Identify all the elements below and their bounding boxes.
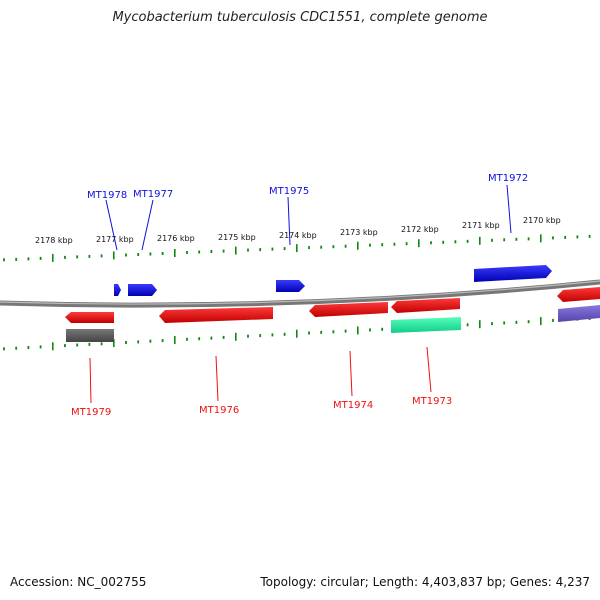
kbp-label: 2175 kbp xyxy=(218,233,256,242)
gene-label-mt1973[interactable]: MT1973 xyxy=(412,396,452,407)
leader-line-mt1978 xyxy=(105,199,118,251)
leader-line-mt1973 xyxy=(426,346,432,393)
forward-gene-mt1978[interactable] xyxy=(114,284,121,296)
reverse-gene-mt1974[interactable] xyxy=(309,302,388,317)
leader-line-mt1972 xyxy=(506,184,512,234)
forward-gene-mt1977[interactable] xyxy=(128,284,157,296)
leader-line-mt1977 xyxy=(141,199,154,251)
gene-label-mt1972[interactable]: MT1972 xyxy=(488,173,528,184)
feature-green xyxy=(391,317,461,333)
leader-line-mt1974 xyxy=(349,350,353,397)
forward-gene-mt1972[interactable] xyxy=(474,265,552,282)
upper-tick-ring xyxy=(3,234,591,262)
gene-label-mt1979[interactable]: MT1979 xyxy=(71,407,111,418)
reverse-gene-edge[interactable] xyxy=(557,287,600,302)
reverse-gene-mt1976[interactable] xyxy=(159,307,273,323)
genome-backbone xyxy=(0,279,600,308)
genome-title: Mycobacterium tuberculosis CDC1551, comp… xyxy=(112,10,488,25)
kbp-label: 2171 kbp xyxy=(462,221,500,230)
feature-grey xyxy=(66,329,114,342)
accession-label: Accession: NC_002755 xyxy=(10,575,147,589)
kbp-label: 2176 kbp xyxy=(157,234,195,243)
reverse-gene-mt1973[interactable] xyxy=(391,298,460,313)
reverse-gene-mt1979[interactable] xyxy=(65,312,114,323)
kbp-label: 2178 kbp xyxy=(35,236,73,245)
genome-summary: Topology: circular; Length: 4,403,837 bp… xyxy=(260,575,590,589)
kbp-label: 2172 kbp xyxy=(401,225,439,234)
leader-line-mt1975 xyxy=(287,196,291,246)
kbp-label: 2170 kbp xyxy=(523,216,561,225)
gene-label-mt1974[interactable]: MT1974 xyxy=(333,400,373,411)
gene-label-mt1976[interactable]: MT1976 xyxy=(199,405,239,416)
feature-purple xyxy=(558,305,600,322)
kbp-label: 2174 kbp xyxy=(279,231,317,240)
gene-label-mt1978[interactable]: MT1978 xyxy=(87,190,127,201)
forward-gene-mt1975[interactable] xyxy=(276,280,305,292)
kbp-label: 2173 kbp xyxy=(340,228,378,237)
leader-line-mt1976 xyxy=(215,355,219,402)
gene-label-mt1975[interactable]: MT1975 xyxy=(269,186,309,197)
leader-line-mt1979 xyxy=(89,357,92,404)
gene-label-mt1977[interactable]: MT1977 xyxy=(133,189,173,200)
